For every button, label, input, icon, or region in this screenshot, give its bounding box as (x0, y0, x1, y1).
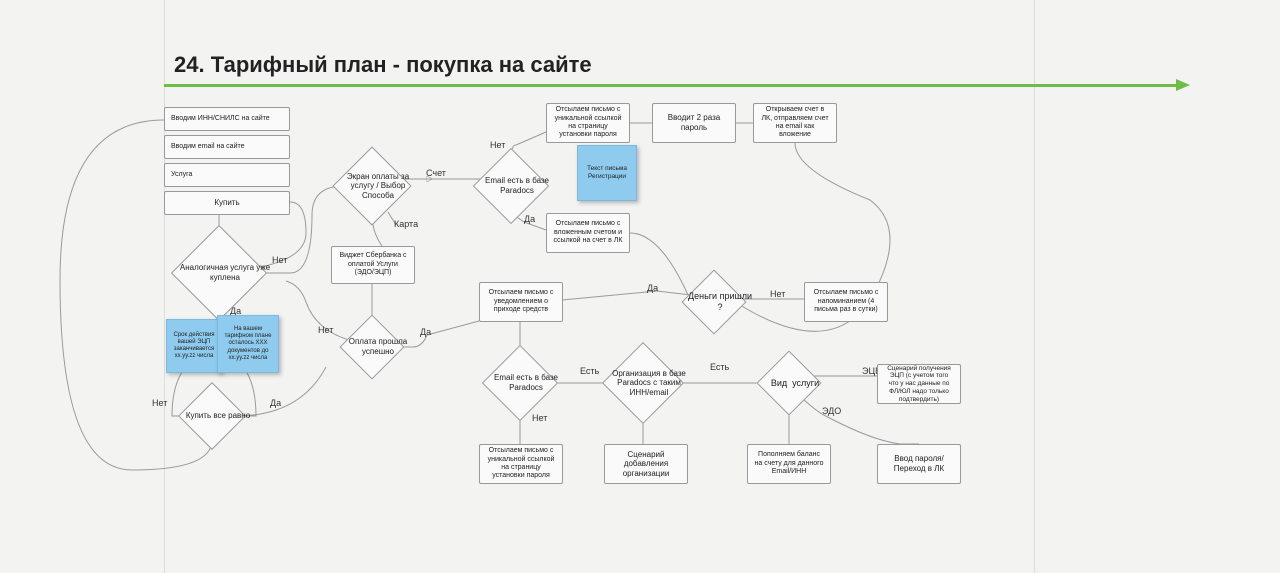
flow-rect-r7: Вводит 2 раза пароль (652, 103, 736, 143)
flow-rect-r4: Купить (164, 191, 290, 215)
sticky-s2: На вашем тарифном плане осталось ХХХ док… (217, 315, 279, 373)
flow-diamond-d-kupit: Купить все равно (188, 392, 236, 440)
flow-rect-r16: Отсылаем письмо с уникальной ссылкой на … (479, 444, 563, 484)
svg-text:Есть: Есть (710, 362, 730, 372)
flow-rect-r2: Вводим email на сайте (164, 135, 290, 159)
flow-diamond-d-email1: Email есть в базе Paradocs (484, 159, 538, 213)
svg-text:Да: Да (647, 283, 658, 293)
flow-rect-r12: Сценарий получения ЭЦП (с учетом того чт… (877, 364, 961, 404)
flow-diamond-d-oplata: Оплата прошла успешно (349, 324, 395, 370)
svg-text:Нет: Нет (318, 325, 333, 335)
flow-rect-r3: Услуга (164, 163, 290, 187)
svg-text:Нет: Нет (770, 289, 785, 299)
flow-rect-r11: Отсылаем письмо с напоминанием (4 письма… (804, 282, 888, 322)
flow-diamond-d-vid: Вид услуги (766, 360, 812, 406)
flow-diamond-d-analog: Аналогичная услуга уже куплена (185, 239, 253, 307)
flow-diamond-d-dengi: Деньги пришли ? (691, 279, 737, 325)
svg-text:Счет: Счет (426, 168, 446, 178)
flowchart-canvas: 24. Тарифный план - покупка на сайте Нет… (0, 0, 1280, 573)
svg-text:Да: Да (270, 398, 281, 408)
svg-text:Нет: Нет (152, 398, 167, 408)
title-rule (164, 84, 1176, 87)
svg-text:Да: Да (420, 327, 431, 337)
flow-rect-r6: Отсылаем письмо с уникальной ссылкой на … (546, 103, 630, 143)
flow-rect-r15: Ввод пароля/Переход в ЛК (877, 444, 961, 484)
flow-rect-r13: Сценарий добавления организации (604, 444, 688, 484)
flow-rect-r14: Пополняем баланс на счету для данного Em… (747, 444, 831, 484)
svg-text:Есть: Есть (580, 366, 600, 376)
flow-diamond-d-ekran: Экран оплаты за услугу / Выбор Способа (344, 158, 400, 214)
flow-rect-r8: Открываем счет в ЛК, отправляем счет на … (753, 103, 837, 143)
page-title: 24. Тарифный план - покупка на сайте (174, 52, 592, 78)
flow-rect-r5: Виджет Сбербанка с оплатой Услуги (ЭДО/Э… (331, 246, 415, 284)
sticky-s1: Срок действия вашей ЭЦП заканчивается хх… (166, 319, 222, 373)
flow-rect-r1: Вводим ИНН/СНИЛС на сайте (164, 107, 290, 131)
flow-diamond-d-email2: Email есть в базе Paradocs (493, 356, 547, 410)
sticky-s3: Текст письма Регистрации (577, 145, 637, 201)
flow-rect-r10: Отсылаем письмо с уведомлением о приходе… (479, 282, 563, 322)
title-rule-arrow (1176, 79, 1190, 91)
flow-diamond-d-org: Организация в базе Paradocs с таким ИНН/… (614, 354, 672, 412)
